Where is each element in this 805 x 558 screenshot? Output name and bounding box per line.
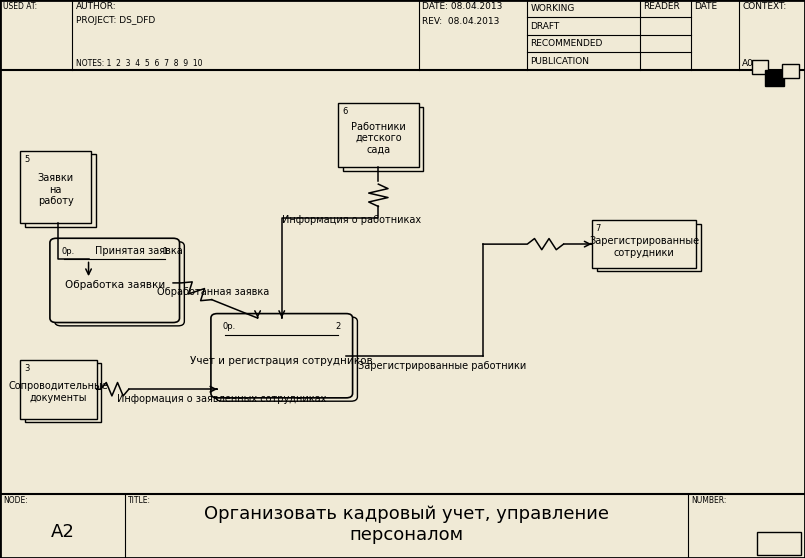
Text: Зарегистрированные
сотрудники: Зарегистрированные сотрудники — [589, 236, 699, 258]
Bar — [597, 224, 701, 271]
Text: Информация о работниках: Информация о работниках — [282, 215, 421, 225]
Text: 2: 2 — [335, 322, 341, 331]
Text: 3: 3 — [24, 364, 30, 373]
Bar — [752, 60, 768, 74]
FancyBboxPatch shape — [50, 238, 180, 323]
Bar — [592, 220, 696, 268]
Text: Организовать кадровый учет, управление
персоналом: Организовать кадровый учет, управление п… — [204, 505, 609, 544]
Text: CONTEXT:: CONTEXT: — [742, 2, 786, 11]
Text: PROJECT: DS_DFD: PROJECT: DS_DFD — [76, 16, 155, 25]
Text: 0р.: 0р. — [223, 322, 236, 331]
Text: Учет и регистрация сотрудников: Учет и регистрация сотрудников — [190, 355, 374, 365]
Text: TITLE:: TITLE: — [128, 496, 151, 505]
FancyBboxPatch shape — [216, 317, 357, 401]
Text: 7: 7 — [596, 224, 601, 233]
FancyBboxPatch shape — [211, 314, 353, 398]
Bar — [20, 151, 91, 223]
Text: RECOMMENDED: RECOMMENDED — [530, 39, 603, 48]
Text: PUBLICATION: PUBLICATION — [530, 56, 589, 65]
Text: A0: A0 — [742, 59, 754, 68]
Bar — [20, 360, 97, 418]
Bar — [25, 154, 96, 227]
Text: 6: 6 — [342, 107, 348, 116]
FancyBboxPatch shape — [55, 242, 184, 326]
Bar — [338, 103, 419, 167]
Text: 5: 5 — [24, 155, 30, 163]
Text: NODE:: NODE: — [3, 496, 28, 505]
Text: DATE: DATE — [694, 2, 717, 11]
Text: A2: A2 — [51, 523, 74, 541]
Text: Обработка заявки: Обработка заявки — [64, 280, 165, 290]
Text: DATE: 08.04.2013: DATE: 08.04.2013 — [422, 2, 502, 11]
Text: Зарегистрированные работники: Зарегистрированные работники — [358, 361, 526, 371]
Text: Обработанная заявка: Обработанная заявка — [157, 287, 269, 297]
Bar — [25, 363, 101, 422]
Text: READER: READER — [643, 2, 680, 11]
Text: USED AT:: USED AT: — [3, 2, 37, 11]
Text: Заявки
на
работу: Заявки на работу — [38, 173, 73, 206]
Text: 1: 1 — [162, 247, 167, 256]
Bar — [782, 64, 799, 78]
Text: Принятая заявка: Принятая заявка — [95, 246, 183, 256]
Bar — [757, 532, 801, 555]
Text: Информация о заявленных сотрудниках: Информация о заявленных сотрудниках — [117, 394, 326, 404]
Text: Сопроводительные
документы: Сопроводительные документы — [9, 381, 108, 403]
Text: NUMBER:: NUMBER: — [691, 496, 727, 505]
Text: 0р.: 0р. — [62, 247, 75, 256]
Text: NOTES: 1  2  3  4  5  6  7  8  9  10: NOTES: 1 2 3 4 5 6 7 8 9 10 — [76, 59, 202, 68]
Text: AUTHOR:: AUTHOR: — [76, 2, 116, 11]
Bar — [343, 107, 423, 171]
Bar — [765, 70, 784, 86]
Text: REV:  08.04.2013: REV: 08.04.2013 — [422, 17, 499, 26]
Text: Работники
детского
сада: Работники детского сада — [351, 122, 406, 155]
Text: DRAFT: DRAFT — [530, 22, 559, 31]
Text: WORKING: WORKING — [530, 4, 575, 13]
